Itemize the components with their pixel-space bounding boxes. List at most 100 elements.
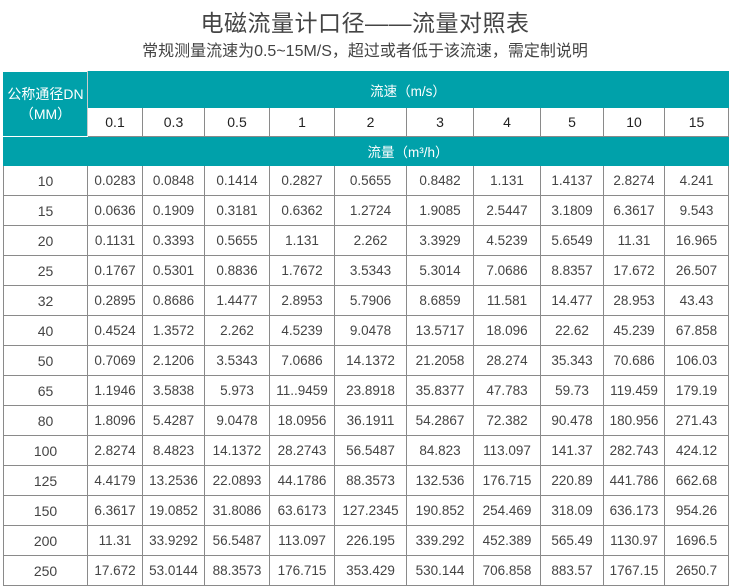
flow-cell: 18.096	[473, 315, 541, 346]
flow-cell: 2.8274	[87, 435, 143, 466]
flow-cell: 35.343	[540, 345, 604, 376]
flow-cell: 9.0478	[204, 405, 270, 436]
flow-cell: 9.543	[663, 195, 730, 226]
flow-cell: 0.2827	[269, 165, 335, 196]
flow-cell: 339.292	[406, 525, 474, 556]
dn-cell: 100	[3, 435, 88, 466]
dn-cell: 20	[3, 225, 88, 256]
dn-cell: 125	[3, 465, 88, 496]
flow-cell: 5.3014	[406, 255, 474, 286]
flow-cell: 4.4179	[87, 465, 143, 496]
flow-cell: 56.5487	[204, 525, 270, 556]
flow-cell: 14.1372	[334, 345, 407, 376]
flow-cell: 70.686	[603, 345, 665, 376]
table-row: 65 1.1946 3.5838 5.973 11..9459 23.8918 35.837…	[3, 375, 730, 406]
flow-cell: 0.1909	[142, 195, 205, 226]
flow-cell: 565.49	[540, 525, 604, 556]
flow-cell: 56.5487	[334, 435, 407, 466]
flow-cell: 90.478	[540, 405, 604, 436]
flow-cell: 0.6362	[269, 195, 335, 226]
table-row: 150 6.3617 19.0852 31.8086 63.6173 127.2345 19…	[3, 495, 730, 526]
flow-cell: 190.852	[406, 495, 474, 526]
flow-cell: 22.0893	[204, 465, 270, 496]
flow-cell: 2650.7	[663, 555, 730, 586]
flow-cell: 11.31	[87, 525, 143, 556]
flow-cell: 0.5301	[142, 255, 205, 286]
flow-cell: 0.0283	[87, 165, 143, 196]
flow-cell: 35.8377	[406, 375, 474, 406]
table-row: 250 17.672 53.0144 88.3573 176.715 353.429 530…	[3, 555, 730, 586]
flow-cell: 1.131	[269, 225, 335, 256]
flow-cell: 4.241	[663, 165, 730, 196]
flow-cell: 43.43	[663, 285, 730, 316]
flow-cell: 0.1767	[87, 255, 143, 286]
flow-cell: 7.0686	[473, 255, 541, 286]
flow-cell: 1.131	[473, 165, 541, 196]
flow-cell: 0.3393	[142, 225, 205, 256]
flow-cell: 1.9085	[406, 195, 474, 226]
flow-cell: 226.195	[334, 525, 407, 556]
flow-cell: 22.62	[540, 315, 604, 346]
flow-cell: 220.89	[540, 465, 604, 496]
flow-cell: 5.973	[204, 375, 270, 406]
flow-cell: 141.37	[540, 435, 604, 466]
velocity-cell: 10	[603, 107, 665, 137]
flow-cell: 28.274	[473, 345, 541, 376]
flow-cell: 3.5838	[142, 375, 205, 406]
flow-cell: 54.2867	[406, 405, 474, 436]
flow-cell: 11..9459	[269, 375, 335, 406]
dn-cell: 10	[3, 165, 88, 196]
flow-cell: 3.3929	[406, 225, 474, 256]
flow-cell: 318.09	[540, 495, 604, 526]
flow-cell: 636.173	[603, 495, 665, 526]
flow-cell: 180.956	[603, 405, 665, 436]
flow-cell: 2.8274	[603, 165, 665, 196]
flow-cell: 84.823	[406, 435, 474, 466]
flow-cell: 18.0956	[269, 405, 335, 436]
table-row: 200 11.31 33.9292 56.5487 113.097 226.195 339.…	[3, 525, 730, 556]
dn-cell: 200	[3, 525, 88, 556]
table-row: 125 4.4179 13.2536 22.0893 44.1786 88.3573 132…	[3, 465, 730, 496]
dn-cell: 25	[3, 255, 88, 286]
flow-cell: 8.4823	[142, 435, 205, 466]
dn-header: 公称通径DN （MM）	[3, 71, 88, 137]
flow-cell: 8.8357	[540, 255, 604, 286]
dn-header-line2: （MM）	[19, 106, 72, 122]
table-row: 50 0.7069 2.1206 3.5343 7.0686 14.1372 21.2058…	[3, 345, 730, 376]
flow-cell: 5.4287	[142, 405, 205, 436]
flow-cell: 5.7906	[334, 285, 407, 316]
flow-cell: 0.7069	[87, 345, 143, 376]
velocity-cell: 0.3	[142, 107, 205, 137]
dn-cell: 15	[3, 195, 88, 226]
flow-cell: 0.4524	[87, 315, 143, 346]
flow-header: 流量（m³/h）	[86, 136, 730, 166]
flow-cell: 1696.5	[663, 525, 730, 556]
flow-cell: 2.5447	[473, 195, 541, 226]
flow-cell: 26.507	[663, 255, 730, 286]
velocity-cell: 0.5	[204, 107, 270, 137]
flow-table: 公称通径DN （MM） 流速（m/s） 0.1 0.3 0.5 1 2 3 4 5 10 15 流…	[3, 71, 730, 586]
velocity-cell: 15	[663, 107, 730, 137]
flow-cell: 106.03	[663, 345, 730, 376]
flow-cell: 17.672	[87, 555, 143, 586]
flow-cell: 4.5239	[269, 315, 335, 346]
flow-cell: 0.8836	[204, 255, 270, 286]
table-row: 10 0.0283 0.0848 0.1414 0.2827 0.5655 0.8482 1.…	[3, 165, 730, 196]
flow-cell: 0.0848	[142, 165, 205, 196]
dn-header-line1: 公称通径DN	[7, 86, 84, 102]
flow-cell: 44.1786	[269, 465, 335, 496]
flow-cell: 28.953	[603, 285, 665, 316]
flow-cell: 13.5717	[406, 315, 474, 346]
flow-cell: 17.672	[603, 255, 665, 286]
table-row: 100 2.8274 8.4823 14.1372 28.2743 56.5487 84.8…	[3, 435, 730, 466]
flow-cell: 16.965	[663, 225, 730, 256]
flow-cell: 2.8953	[269, 285, 335, 316]
flow-cell: 0.1414	[204, 165, 270, 196]
flow-cell: 176.715	[473, 465, 541, 496]
flow-cell: 441.786	[603, 465, 665, 496]
flow-cell: 88.3573	[204, 555, 270, 586]
page-subtitle: 常规测量流速为0.5~15M/S，超过或者低于该流速，需定制说明	[142, 43, 588, 60]
dn-cell: 65	[3, 375, 88, 406]
flow-cell: 31.8086	[204, 495, 270, 526]
flow-cell: 0.3181	[204, 195, 270, 226]
